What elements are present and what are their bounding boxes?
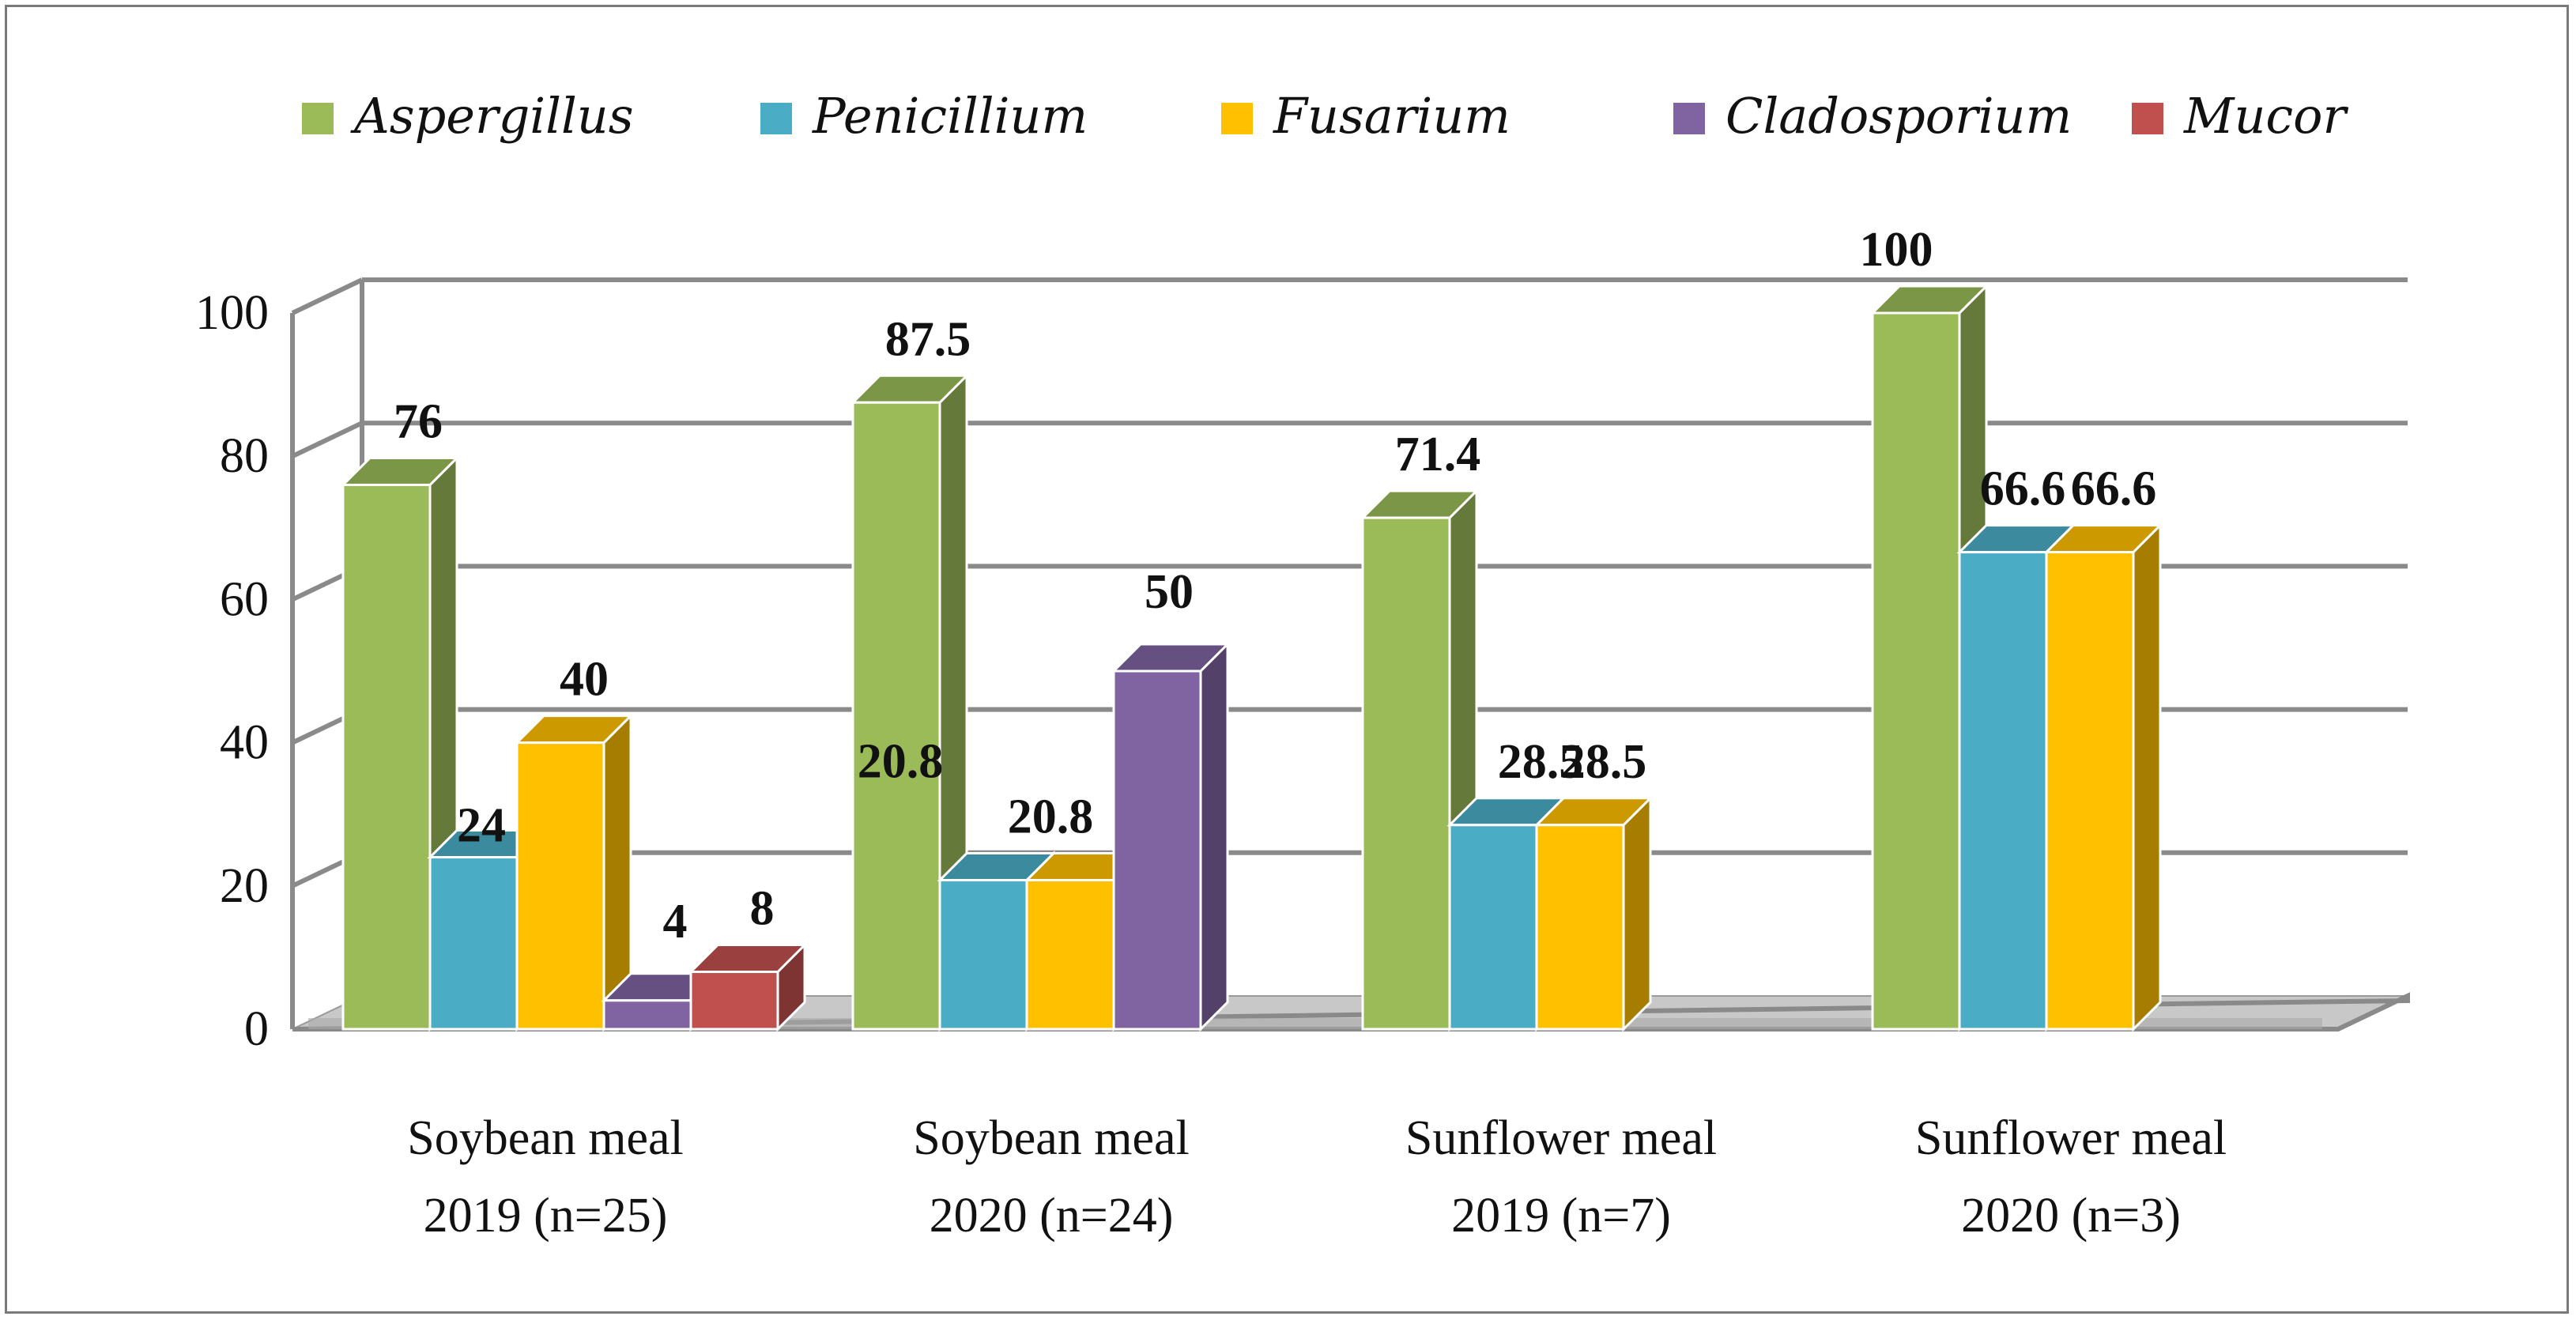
bar-penicillium xyxy=(1448,824,1538,1031)
bar-side-fusarium xyxy=(2132,522,2162,1032)
legend-swatch-aspergillus xyxy=(302,103,334,134)
data-label-mucor: 8 xyxy=(750,882,775,936)
legend-label-mucor: Mucor xyxy=(2183,87,2348,145)
bar-aspergillus xyxy=(1871,311,1961,1031)
category-label: 2019 (n=25) xyxy=(424,1189,668,1243)
y-tick-label: 20 xyxy=(220,859,269,913)
category-label: Sunflower meal xyxy=(1915,1111,2227,1165)
data-label-aspergillus: 100 xyxy=(1860,223,1933,277)
category-label: Soybean meal xyxy=(913,1111,1190,1165)
bar-penicillium xyxy=(1958,551,2048,1031)
y-axis-ticks: 0 20 40 60 80 100 xyxy=(195,286,269,1056)
data-label-penicillium: 28.5 xyxy=(1498,735,1584,789)
category-label: Soybean meal xyxy=(407,1111,684,1165)
category-label: Sunflower meal xyxy=(1405,1111,1717,1165)
bar-fusarium xyxy=(1025,879,1115,1031)
legend-swatch-fusarium xyxy=(1221,103,1253,134)
bar-fusarium xyxy=(515,741,605,1031)
data-label-fusarium: 66.6 xyxy=(2071,462,2157,516)
bar-mucor xyxy=(689,971,779,1031)
bar-side-cladosporium xyxy=(1199,641,1229,1032)
data-labels: 76 24 40 4 8 87.5 20.8 20.8 50 71.4 28.528.5 100 66.… xyxy=(394,223,2156,949)
y-tick-label: 40 xyxy=(220,716,269,770)
bar-aspergillus xyxy=(851,401,941,1031)
bar-cladosporium xyxy=(602,999,692,1031)
data-label-fusarium: 40 xyxy=(560,653,609,707)
data-label-fusarium: 20.8 xyxy=(1008,790,1094,844)
data-label-fusarium: 28.5 xyxy=(1561,735,1647,789)
data-label-cladosporium: 4 xyxy=(663,895,688,949)
y-tick-label: 0 xyxy=(244,1002,269,1056)
bar-aspergillus xyxy=(1361,516,1451,1031)
legend-swatch-cladosporium xyxy=(1673,103,1705,134)
data-label-penicillium: 20.8 xyxy=(858,735,944,789)
legend-label-aspergillus: Aspergillus xyxy=(350,87,634,145)
bar-penicillium xyxy=(938,879,1028,1031)
bar-fusarium xyxy=(2045,551,2135,1031)
category-label: 2020 (n=3) xyxy=(1961,1189,2181,1243)
category-label: 2019 (n=7) xyxy=(1451,1189,1671,1243)
bar-fusarium xyxy=(1535,824,1625,1031)
data-label-aspergillus: 87.5 xyxy=(885,312,971,366)
legend-swatch-mucor xyxy=(2132,103,2163,134)
legend-label-penicillium: Penicillium xyxy=(812,87,1088,145)
legend-swatch-penicillium xyxy=(760,103,792,134)
category-label: 2020 (n=24) xyxy=(930,1189,1174,1243)
data-label-penicillium: 24 xyxy=(457,799,506,853)
x-axis-categories: Soybean meal 2019 (n=25) Soybean meal 2020 … xyxy=(407,1111,2227,1243)
y-tick-label: 60 xyxy=(220,572,269,626)
legend-label-cladosporium: Cladosporium xyxy=(1726,87,2072,145)
gridline-side xyxy=(291,277,364,315)
data-label-cladosporium: 50 xyxy=(1145,565,1194,619)
y-tick-label: 80 xyxy=(220,429,269,483)
bar-aspergillus xyxy=(341,483,432,1031)
bar-side-fusarium xyxy=(1622,795,1652,1032)
floor-shadow xyxy=(308,1018,2322,1029)
bar-penicillium xyxy=(428,856,519,1031)
gridline-side xyxy=(291,421,364,458)
data-label-aspergillus: 76 xyxy=(394,394,443,448)
data-label-aspergillus: 71.4 xyxy=(1395,428,1481,481)
legend: Aspergillus Penicillium Fusarium Cladospori… xyxy=(302,87,2348,145)
y-tick-label: 100 xyxy=(195,286,269,340)
bar-cladosporium xyxy=(1112,669,1202,1031)
data-label-penicillium: 66.6 xyxy=(1980,462,2066,516)
bars-layer xyxy=(340,283,2163,1032)
legend-label-fusarium: Fusarium xyxy=(1273,87,1511,145)
